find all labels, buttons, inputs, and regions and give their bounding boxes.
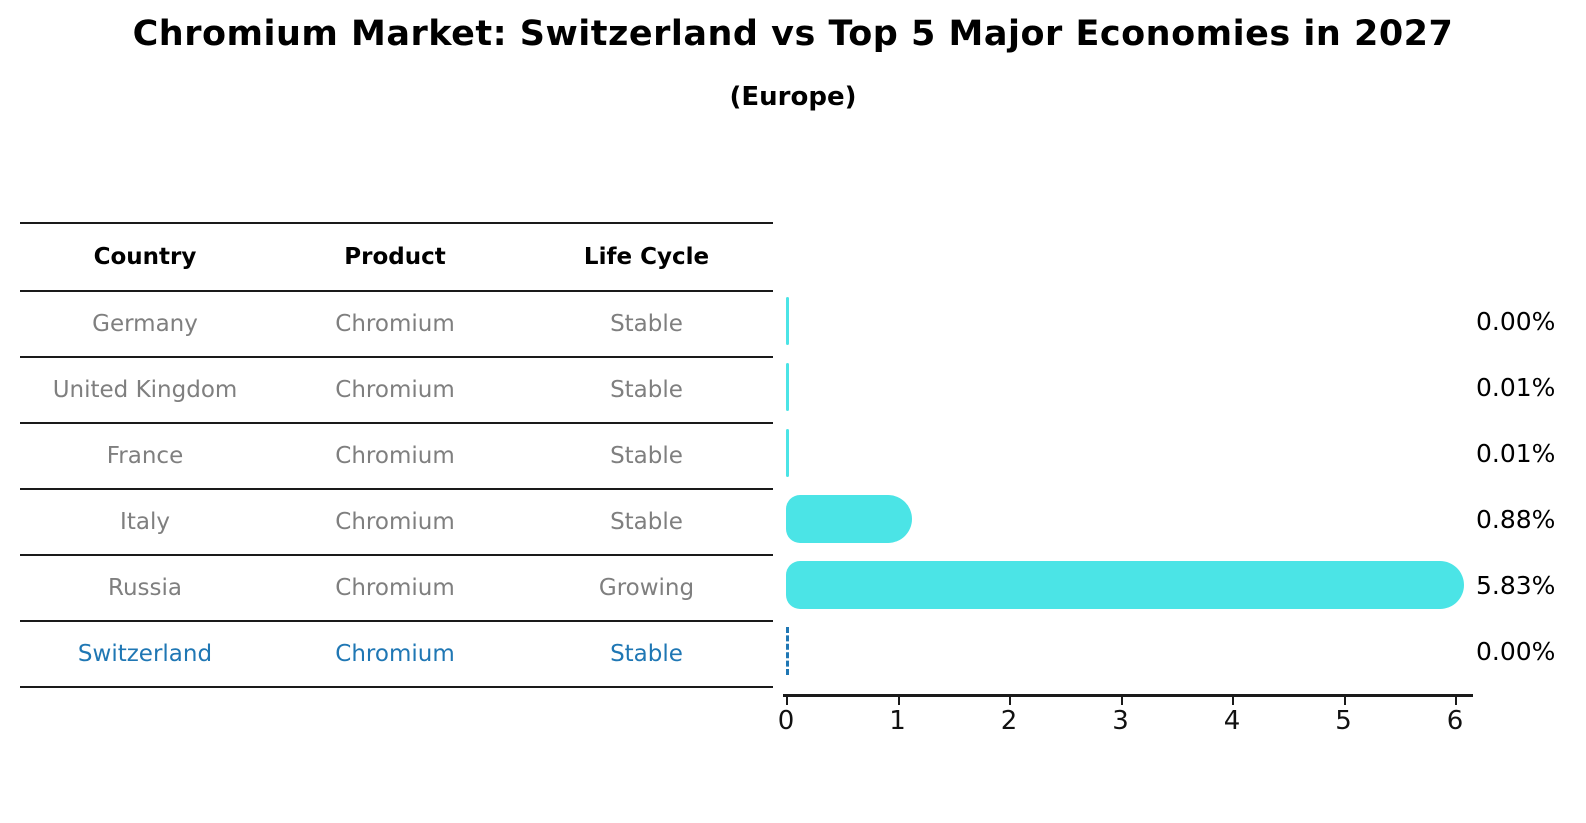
table-cell-country: Italy <box>120 509 170 535</box>
table-cell-life-cycle: Stable <box>610 311 683 337</box>
bar-highlight-switzerland <box>786 627 789 675</box>
table-cell-country: Switzerland <box>77 641 213 667</box>
table-cell-country: United Kingdom <box>52 377 238 403</box>
bar-france <box>786 429 789 477</box>
x-axis-line <box>783 694 1473 697</box>
table-cell-country: Russia <box>108 575 182 601</box>
value-label-italy: 0.88% <box>1476 504 1556 534</box>
chart-title: Chromium Market: Switzerland vs Top 5 Ma… <box>132 14 1454 54</box>
table-cell-product: Chromium <box>335 311 455 337</box>
table-header-product: Product <box>344 244 446 270</box>
x-axis-tick <box>1232 696 1234 705</box>
table-cell-product: Chromium <box>335 509 455 535</box>
table-cell-product: Chromium <box>335 575 455 601</box>
table-row: Italy Chromium Stable <box>20 490 773 556</box>
country-table: Country Product Life Cycle Germany Chromi… <box>20 222 773 688</box>
x-axis-tick <box>1455 696 1457 705</box>
x-axis-tick <box>1009 696 1011 705</box>
x-axis-tick-label: 2 <box>1000 706 1018 736</box>
bar-united-kingdom <box>786 363 789 411</box>
x-axis-tick-label: 6 <box>1446 706 1464 736</box>
table-cell-product: Chromium <box>335 443 455 469</box>
bar-russia <box>786 561 1465 609</box>
x-axis-tick <box>1120 696 1123 705</box>
table-row: United Kingdom Chromium Stable <box>20 358 773 424</box>
table-cell-life-cycle: Stable <box>610 509 683 535</box>
bar-germany <box>786 297 789 345</box>
value-label-germany: 0.00% <box>1476 306 1556 336</box>
table-row: Germany Chromium Stable <box>20 292 773 358</box>
value-label-france: 0.01% <box>1476 438 1556 468</box>
table-row: Russia Chromium Growing <box>20 556 773 622</box>
table-cell-country: Germany <box>92 311 198 337</box>
table-cell-product: Chromium <box>335 641 455 667</box>
table-cell-product: Chromium <box>335 377 455 403</box>
table-cell-life-cycle: Stable <box>610 641 683 667</box>
table-row: France Chromium Stable <box>20 424 773 490</box>
x-axis-tick-label: 1 <box>889 706 906 736</box>
x-axis-tick-label: 5 <box>1335 706 1352 736</box>
x-axis-tick-label: 4 <box>1223 706 1241 736</box>
value-label-united-kingdom: 0.01% <box>1476 372 1556 402</box>
table-cell-life-cycle: Growing <box>598 575 695 601</box>
value-label-russia: 5.83% <box>1476 570 1556 600</box>
x-axis-tick-label: 0 <box>777 706 795 736</box>
table-cell-life-cycle: Stable <box>610 443 683 469</box>
bar-italy <box>786 495 913 543</box>
x-axis-tick <box>897 696 900 705</box>
x-axis-tick-label: 3 <box>1112 706 1129 736</box>
x-axis-tick <box>786 696 788 705</box>
table-cell-life-cycle: Stable <box>610 377 683 403</box>
table-header-life-cycle: Life Cycle <box>583 244 710 270</box>
table-cell-country: France <box>106 443 184 469</box>
x-axis-tick <box>1343 696 1346 705</box>
chart-subtitle: (Europe) <box>729 82 857 112</box>
table-row: Switzerland Chromium Stable <box>20 622 773 688</box>
value-label-switzerland: 0.00% <box>1476 636 1556 666</box>
table-header-country: Country <box>93 244 197 270</box>
table-body: Germany Chromium Stable United Kingdom Chrom… <box>20 292 773 688</box>
table-header-row: Country Product Life Cycle <box>20 222 773 292</box>
